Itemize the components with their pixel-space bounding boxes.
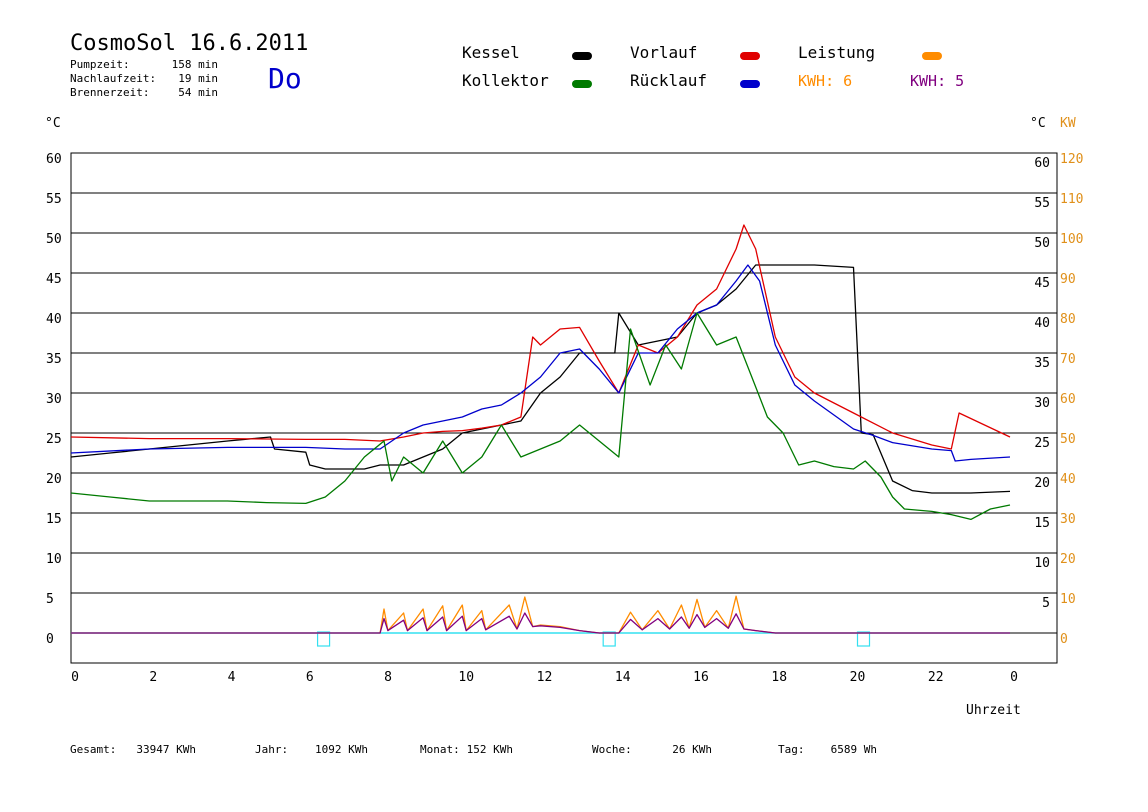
footer-value: 33947 KWh <box>136 743 196 756</box>
x-tick: 18 <box>771 670 787 685</box>
footer-label: Gesamt: <box>70 743 116 756</box>
y-tick-right-temp: 10 <box>1034 556 1050 571</box>
y-tick-left: 45 <box>46 272 62 287</box>
y-unit-right-temp: °C <box>1030 116 1046 131</box>
legend-swatch-kollektor <box>572 80 592 88</box>
legend-kwh-2: KWH: 5 <box>910 72 964 90</box>
y-tick-right-power: 60 <box>1060 392 1076 407</box>
x-tick: 22 <box>928 670 944 685</box>
legend-kollektor: Kollektor <box>462 71 549 90</box>
y-unit-right-power: KW <box>1060 116 1076 131</box>
legend-ruecklauf: Rücklauf <box>630 71 707 90</box>
footer-value: 26 KWh <box>672 743 712 756</box>
page-title: CosmoSol 16.6.2011 <box>70 31 308 56</box>
y-tick-left: 40 <box>46 312 62 327</box>
legend-swatch-kessel <box>572 52 592 60</box>
series-leistung <box>71 595 1010 634</box>
series-ruecklauf <box>70 264 1011 462</box>
y-tick-left: 55 <box>46 192 62 207</box>
y-tick-left: 20 <box>46 472 62 487</box>
y-tick-left: 30 <box>46 392 62 407</box>
series-kwh2 <box>71 612 1010 634</box>
y-tick-right-power: 40 <box>1060 472 1076 487</box>
x-tick: 0 <box>71 670 79 685</box>
y-tick-right-power: 70 <box>1060 352 1076 367</box>
y-tick-right-power: 50 <box>1060 432 1076 447</box>
legend-swatch-leistung <box>922 52 942 60</box>
y-tick-right-temp: 50 <box>1034 236 1050 251</box>
legend-kessel: Kessel <box>462 43 520 62</box>
x-tick: 2 <box>149 670 157 685</box>
footer-label: Tag: <box>778 743 805 756</box>
footer-value: 1092 KWh <box>315 743 368 756</box>
time-marker <box>602 631 616 647</box>
y-tick-left: 10 <box>46 552 62 567</box>
y-tick-right-power: 90 <box>1060 272 1076 287</box>
series-kessel <box>70 264 1011 494</box>
stat-label: Nachlaufzeit: <box>70 72 156 85</box>
legend-vorlauf: Vorlauf <box>630 43 697 62</box>
y-tick-left: 15 <box>46 512 62 527</box>
y-tick-right-power: 110 <box>1060 192 1083 207</box>
y-tick-left: 25 <box>46 432 62 447</box>
y-tick-left: 60 <box>46 152 62 167</box>
stat-value: 19 min <box>178 72 218 85</box>
y-tick-right-power: 80 <box>1060 312 1076 327</box>
plot-frame <box>70 152 1058 664</box>
legend-kwh-1: KWH: 6 <box>798 72 852 90</box>
y-tick-right-power: 120 <box>1060 152 1083 167</box>
y-tick-left: 50 <box>46 232 62 247</box>
y-tick-right-temp: 25 <box>1034 436 1050 451</box>
y-tick-right-power: 20 <box>1060 552 1076 567</box>
x-tick: 14 <box>615 670 631 685</box>
stat-value: 54 min <box>178 86 218 99</box>
y-tick-right-temp: 40 <box>1034 316 1050 331</box>
y-tick-right-temp: 5 <box>1042 596 1050 611</box>
y-tick-left: 5 <box>46 592 54 607</box>
x-tick: 6 <box>306 670 314 685</box>
y-tick-right-temp: 55 <box>1034 196 1050 211</box>
x-tick: 16 <box>693 670 709 685</box>
x-tick: 12 <box>537 670 553 685</box>
y-tick-left: 35 <box>46 352 62 367</box>
legend-swatch-ruecklauf <box>740 80 760 88</box>
y-tick-right-temp: 35 <box>1034 356 1050 371</box>
footer-label: Jahr: <box>255 743 288 756</box>
x-tick: 10 <box>458 670 474 685</box>
legend-swatch-vorlauf <box>740 52 760 60</box>
series-kollektor <box>70 312 1011 521</box>
footer-value: 152 KWh <box>467 743 513 756</box>
y-tick-left: 0 <box>46 632 54 647</box>
y-tick-right-power: 0 <box>1060 632 1068 647</box>
y-tick-right-temp: 60 <box>1034 156 1050 171</box>
stat-value: 158 min <box>172 58 218 71</box>
legend-leistung: Leistung <box>798 43 875 62</box>
y-tick-right-temp: 15 <box>1034 516 1050 531</box>
x-tick: 0 <box>1010 670 1018 685</box>
footer-value: 6589 Wh <box>831 743 877 756</box>
time-marker <box>856 631 871 647</box>
y-unit-left: °C <box>45 116 61 131</box>
time-marker <box>316 631 331 647</box>
y-tick-right-temp: 45 <box>1034 276 1050 291</box>
x-tick: 4 <box>228 670 236 685</box>
stat-label: Pumpzeit: <box>70 58 130 71</box>
x-axis-label: Uhrzeit <box>966 703 1021 718</box>
weekday-label: Do <box>268 62 302 95</box>
footer-label: Monat: <box>420 743 460 756</box>
y-tick-right-power: 100 <box>1060 232 1083 247</box>
y-tick-right-power: 30 <box>1060 512 1076 527</box>
footer-label: Woche: <box>592 743 632 756</box>
y-tick-right-temp: 20 <box>1034 476 1050 491</box>
y-tick-right-power: 10 <box>1060 592 1076 607</box>
stat-label: Brennerzeit: <box>70 86 149 99</box>
y-tick-right-temp: 30 <box>1034 396 1050 411</box>
series-vorlauf <box>70 224 1011 450</box>
x-tick: 20 <box>850 670 866 685</box>
x-tick: 8 <box>384 670 392 685</box>
